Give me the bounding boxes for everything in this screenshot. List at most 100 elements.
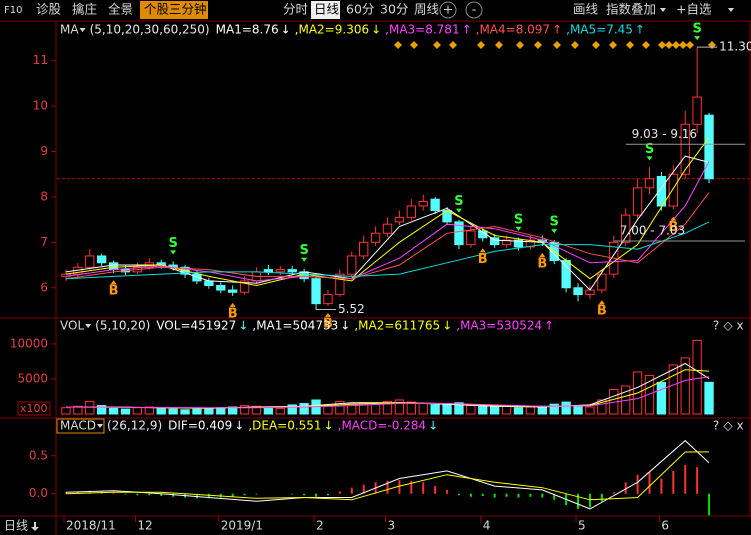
panel-control[interactable]: x	[736, 319, 743, 333]
candle-body	[704, 114, 714, 180]
volume-bar	[478, 405, 488, 415]
period-switch-arrow	[31, 522, 39, 531]
volume-bar	[287, 404, 297, 415]
volume-bar	[561, 401, 571, 415]
toolbar-button[interactable]: 指数叠加	[606, 2, 656, 17]
legend-trend: ↓	[371, 23, 381, 37]
legend-trend: ↓	[234, 419, 244, 433]
volume-bar	[204, 407, 214, 415]
zoom-ring	[465, 1, 483, 19]
signal-label: S	[692, 22, 701, 37]
indicator-name[interactable]: MA	[60, 23, 79, 37]
x-tick-label: 2019/1	[221, 519, 263, 533]
volume-bar	[347, 402, 357, 415]
legend-entry: ,MA4=8.097	[476, 23, 550, 37]
legend-entry: MA1=8.76	[216, 23, 279, 37]
panel-control[interactable]: ?	[713, 419, 719, 433]
indicator-params: (5,10,20,30,60,250)	[90, 23, 210, 37]
zoom-in[interactable]: +	[443, 2, 453, 17]
candle-body	[454, 221, 464, 246]
zoom-out[interactable]: -	[472, 2, 477, 17]
volume-bar	[704, 381, 714, 415]
period-button[interactable]: 日线	[314, 2, 340, 17]
volume-bar	[180, 409, 190, 415]
toolbar-button[interactable]: 擒庄	[72, 2, 97, 17]
volume-bar	[597, 399, 607, 415]
ma-line	[65, 137, 710, 287]
signal-arrow	[455, 208, 462, 213]
volume-bar	[406, 401, 416, 415]
volume-bar	[692, 339, 702, 415]
candle-body	[97, 255, 107, 264]
candle-body	[382, 223, 393, 234]
candle-body	[335, 273, 345, 296]
ma-line	[65, 221, 710, 280]
period-button[interactable]: 60分	[346, 2, 374, 17]
signal-label: B	[478, 252, 488, 267]
signal-label: S	[645, 142, 654, 157]
period-button[interactable]: 30分	[380, 2, 408, 17]
candle-body	[192, 273, 202, 282]
candle-body	[656, 176, 667, 207]
candle-body	[573, 287, 583, 296]
indicator-name[interactable]: MACD	[60, 419, 96, 433]
legend-entry: ,MA1=504733	[252, 319, 338, 333]
volume-bar	[573, 405, 583, 415]
y-tick-label: 8	[40, 189, 48, 203]
ma-line	[65, 192, 710, 280]
highlight-button[interactable]: 个股三分钟	[144, 2, 207, 17]
volume-bar	[251, 405, 262, 415]
ma-line	[65, 439, 710, 510]
volume-bar	[61, 407, 71, 415]
volume-bar	[168, 408, 178, 415]
signal-arrow	[551, 229, 558, 234]
candle-body	[644, 178, 655, 189]
panel-control[interactable]: x	[736, 419, 743, 433]
panel-control[interactable]: ◇	[723, 419, 733, 433]
signal-arrow	[694, 36, 701, 41]
toolbar-button[interactable]: 画线	[573, 2, 599, 17]
period-button[interactable]: 分时	[283, 2, 309, 17]
signal-arrow	[539, 252, 546, 257]
toolbar-button[interactable]: F10	[4, 5, 22, 16]
candle-body	[668, 173, 678, 207]
annotation: 7.00 - 7.03	[620, 223, 685, 237]
signal-label: B	[109, 284, 119, 299]
volume-bar	[454, 402, 464, 415]
ma-line	[65, 376, 710, 409]
signal-arrow	[479, 248, 486, 253]
candle-body	[621, 214, 631, 243]
candle-body	[632, 187, 643, 216]
toolbar: F10 诊股 擒庄 全景 个股三分钟 分时 日线 60分 30分 周线 + - …	[4, 1, 734, 19]
legend-entry: ,MA2=611765	[354, 319, 440, 333]
toolbar-button[interactable]: 全景	[108, 2, 133, 17]
panel-control[interactable]: ?	[713, 319, 719, 333]
signal-arrow	[301, 257, 308, 262]
candle-body	[418, 200, 428, 207]
candle-body	[323, 294, 333, 305]
legend-trend: ↑	[552, 23, 562, 37]
legend-entry: ,MACD=-0.284	[338, 419, 427, 433]
candle-body	[275, 269, 285, 273]
signal-label: S	[299, 243, 308, 258]
annotation: 11.30	[719, 40, 751, 54]
period-switch[interactable]: 日线	[4, 519, 28, 533]
toolbar-button[interactable]: +自选	[676, 2, 712, 17]
volume-bar	[513, 407, 524, 415]
volume-bar	[228, 406, 238, 415]
candle-body	[394, 216, 405, 223]
panel-control[interactable]: ◇	[723, 319, 733, 333]
volume-bar	[156, 407, 166, 415]
volume-bar	[120, 408, 131, 415]
toolbar-button[interactable]: 诊股	[36, 2, 62, 17]
indicator-name[interactable]: VOL	[60, 319, 84, 333]
zoom-ring	[439, 1, 457, 19]
period-button[interactable]: 周线	[414, 2, 440, 17]
candle-body	[108, 262, 119, 271]
indicator-box	[56, 418, 105, 434]
signal-label: B	[323, 316, 333, 331]
candle-body	[525, 239, 536, 248]
annotation: 5.52	[338, 302, 365, 316]
candle-body	[287, 269, 297, 273]
